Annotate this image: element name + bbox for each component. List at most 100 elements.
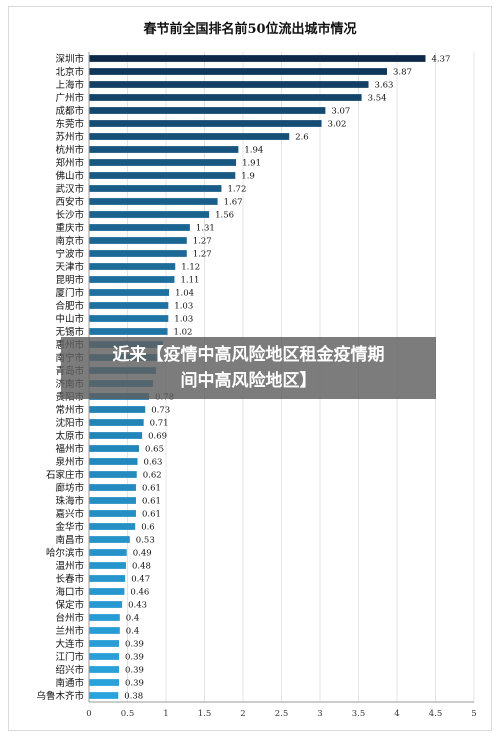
value-label: 0.6 — [141, 523, 155, 533]
value-label: 0.62 — [143, 471, 162, 481]
bar — [89, 406, 146, 413]
bar — [89, 510, 136, 517]
category-label: 厦门市 — [55, 287, 84, 299]
bar — [89, 536, 130, 543]
value-label: 3.54 — [368, 94, 387, 104]
category-label: 成都市 — [55, 105, 84, 117]
value-label: 0.39 — [125, 679, 144, 689]
bar — [89, 250, 187, 257]
value-label: 0.43 — [128, 601, 147, 611]
category-label: 珠海市 — [55, 495, 84, 507]
bar — [89, 640, 120, 647]
value-label: 0.73 — [151, 406, 170, 416]
category-label: 杭州市 — [55, 144, 84, 156]
value-label: 0.71 — [150, 419, 169, 429]
bar — [89, 81, 369, 88]
bar — [89, 614, 120, 621]
category-label: 长春市 — [55, 573, 84, 585]
bar — [89, 302, 169, 309]
x-tick-label: 1 — [163, 709, 168, 719]
bar — [89, 146, 239, 153]
value-label: 1.12 — [181, 263, 200, 273]
bar — [89, 328, 168, 335]
x-tick-label: 0.5 — [121, 709, 135, 719]
value-label: 1.04 — [175, 289, 194, 299]
category-label: 兰州市 — [55, 625, 84, 637]
x-tick-label: 3.5 — [352, 709, 366, 719]
category-label: 南通市 — [55, 677, 84, 689]
value-label: 0.4 — [126, 627, 140, 637]
category-label: 南昌市 — [55, 534, 84, 546]
banner-line-1: 近来【疫情中高风险地区租金疫情期 — [112, 345, 385, 365]
category-label: 上海市 — [55, 79, 84, 91]
value-label: 1.72 — [227, 185, 246, 195]
category-label: 嘉兴市 — [55, 508, 84, 520]
value-label: 0.46 — [130, 588, 149, 598]
category-label: 长沙市 — [55, 209, 84, 221]
category-label: 金华市 — [55, 521, 84, 533]
category-label: 西安市 — [55, 196, 84, 208]
value-label: 1.02 — [174, 328, 193, 338]
x-tick-label: 1.5 — [198, 709, 212, 719]
x-tick-label: 2.5 — [275, 709, 289, 719]
value-label: 4.37 — [431, 55, 450, 65]
value-label: 0.48 — [132, 562, 151, 572]
bar — [89, 133, 290, 140]
category-label: 福州市 — [55, 443, 84, 455]
category-label: 保定市 — [55, 599, 84, 611]
category-label: 苏州市 — [55, 131, 84, 143]
bar — [89, 562, 126, 569]
value-label: 0.39 — [125, 653, 144, 663]
category-label: 泉州市 — [55, 456, 84, 468]
value-label: 1.27 — [193, 237, 212, 247]
category-label: 石家庄市 — [46, 469, 85, 481]
category-label: 东莞市 — [55, 118, 84, 130]
value-label: 3.87 — [393, 68, 412, 78]
bar — [89, 159, 237, 166]
bar — [89, 523, 136, 530]
category-label: 海口市 — [55, 586, 84, 598]
value-label: 1.11 — [180, 276, 199, 286]
value-label: 3.07 — [331, 107, 350, 117]
bar — [89, 68, 387, 75]
category-label: 北京市 — [55, 66, 84, 78]
value-label: 0.49 — [133, 549, 152, 559]
bar — [89, 289, 170, 296]
value-label: 2.6 — [295, 133, 309, 143]
category-label: 绍兴市 — [55, 664, 84, 676]
bar — [89, 185, 222, 192]
bar — [89, 224, 190, 231]
value-label: 0.4 — [126, 614, 140, 624]
bar — [89, 445, 140, 452]
value-label: 1.27 — [193, 250, 212, 260]
bar — [89, 549, 127, 556]
category-label: 郑州市 — [55, 157, 84, 169]
value-label: 1.91 — [242, 159, 261, 169]
value-label: 1.03 — [174, 302, 193, 312]
value-label: 0.61 — [142, 484, 161, 494]
value-label: 0.61 — [142, 497, 161, 507]
bar — [89, 107, 326, 114]
category-label: 江门市 — [55, 651, 84, 663]
value-label: 0.39 — [125, 666, 144, 676]
value-label: 1.31 — [196, 224, 215, 234]
category-label: 昆明市 — [55, 274, 84, 286]
value-label: 1.94 — [244, 146, 263, 156]
value-label: 3.02 — [328, 120, 347, 130]
category-label: 深圳市 — [55, 53, 84, 65]
category-label: 廊坊市 — [55, 482, 84, 494]
category-label: 重庆市 — [55, 222, 84, 234]
bar — [89, 484, 136, 491]
bar — [89, 601, 123, 608]
value-label: 0.38 — [124, 692, 143, 702]
x-tick-label: 4 — [394, 709, 399, 719]
value-label: 1.9 — [241, 172, 255, 182]
bar — [89, 432, 143, 439]
value-label: 0.53 — [136, 536, 155, 546]
bar — [89, 627, 120, 634]
bar — [89, 315, 169, 322]
category-label: 台州市 — [55, 612, 84, 624]
chart-title: 春节前全国排名前50位流出城市情况 — [142, 21, 356, 37]
value-label: 0.39 — [125, 640, 144, 650]
overlay-banner[interactable]: 近来【疫情中高风险地区租金疫情期 间中高风险地区】 — [61, 337, 436, 399]
